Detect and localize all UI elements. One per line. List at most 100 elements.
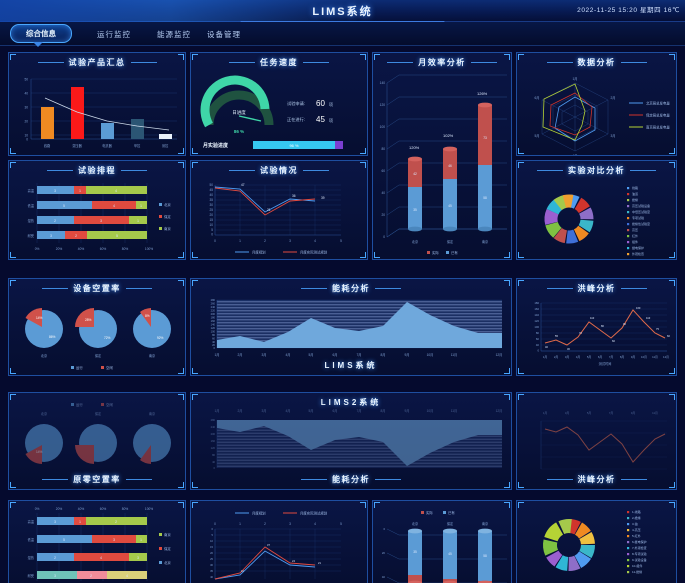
- svg-text:160: 160: [636, 306, 641, 310]
- svg-text:低温: 低温: [28, 203, 35, 208]
- nav-item-device[interactable]: 设备管理: [207, 30, 241, 39]
- svg-text:3: 3: [54, 574, 56, 578]
- panel-title: LIMS2系统: [320, 398, 382, 407]
- panel-title-text: 原零空置率: [73, 475, 121, 484]
- panel-bottom-cylinder: 实际 已有 北京 保定 南京 0 20 40 35: [372, 500, 512, 583]
- svg-text:南京: 南京: [164, 226, 171, 231]
- svg-text:8月: 8月: [381, 409, 386, 413]
- svg-text:3: 3: [289, 522, 291, 526]
- panel-energy: 能耗分析 280 260 240 220 200 180 160 140 120 100 80…: [190, 278, 512, 376]
- svg-text:11月: 11月: [652, 411, 658, 415]
- svg-text:40: 40: [545, 345, 548, 349]
- svg-text:35: 35: [210, 569, 213, 573]
- panel-title-text: 任务速度: [260, 58, 298, 67]
- svg-text:7月: 7月: [609, 411, 614, 415]
- svg-text:30: 30: [209, 203, 213, 207]
- svg-text:9-试验设备: 9-试验设备: [632, 557, 647, 562]
- svg-text:45: 45: [448, 552, 452, 556]
- svg-text:继电保护: 继电保护: [632, 245, 644, 250]
- svg-text:北京: 北京: [412, 239, 418, 244]
- svg-text:1: 1: [239, 239, 241, 243]
- svg-text:4月: 4月: [576, 355, 581, 359]
- svg-text:5月: 5月: [587, 355, 592, 359]
- svg-text:10: 10: [24, 134, 28, 138]
- svg-text:0: 0: [537, 349, 539, 353]
- svg-text:北京: 北京: [164, 560, 171, 565]
- svg-text:40: 40: [212, 460, 215, 464]
- svg-text:4: 4: [126, 574, 128, 578]
- svg-text:0: 0: [211, 233, 213, 237]
- svg-text:1月: 1月: [573, 77, 578, 81]
- svg-text:10月: 10月: [427, 353, 434, 357]
- svg-text:5: 5: [340, 522, 342, 526]
- svg-text:35: 35: [413, 550, 417, 554]
- svg-text:20: 20: [209, 213, 213, 217]
- svg-text:保定: 保定: [164, 546, 171, 551]
- panel-experiment-compare: 实验对比分析 线路 油道 绝缘 高压试验设备: [516, 160, 677, 260]
- chart-experiment-compare: 线路 油道 绝缘 高压试验设备 中低压试验室 专项试验 绝缘性试验室 高压 红外…: [517, 177, 676, 257]
- svg-text:4: 4: [314, 239, 316, 243]
- svg-text:102%: 102%: [443, 133, 454, 138]
- panel-subtitle-text: 能耗分析: [332, 475, 370, 484]
- chart-task-speed: 日进度 86 % 试验申请: 60 项 正在进行: 45 项 月实验进度 96 …: [191, 69, 367, 153]
- svg-text:24: 24: [292, 559, 295, 563]
- nav-item-energy[interactable]: 能源监控: [157, 30, 191, 39]
- svg-text:南京: 南京: [482, 521, 488, 526]
- svg-text:12月: 12月: [496, 353, 503, 357]
- svg-text:10: 10: [209, 223, 213, 227]
- svg-text:2: 2: [54, 219, 56, 223]
- svg-text:中低压试验室: 中低压试验室: [632, 209, 650, 214]
- svg-text:专项试验: 专项试验: [632, 215, 644, 220]
- svg-text:3: 3: [289, 239, 291, 243]
- svg-text:9月: 9月: [631, 355, 636, 359]
- svg-text:4-高压: 4-高压: [632, 527, 641, 532]
- svg-text:北京: 北京: [412, 521, 418, 526]
- svg-text:绝缘: 绝缘: [632, 197, 638, 202]
- panel-energy-2: LIMS2系统 280 240 200 160 120 80 40 0 1月 2月 3月 4月…: [190, 392, 512, 490]
- svg-text:1-线路: 1-线路: [632, 509, 641, 514]
- svg-text:120: 120: [211, 326, 216, 330]
- svg-text:项: 项: [329, 101, 333, 107]
- svg-text:实际: 实际: [432, 250, 439, 255]
- svg-text:140: 140: [211, 323, 216, 327]
- svg-text:45: 45: [316, 115, 325, 124]
- panel-device-idle: 设备空置率 14% 86% 北京 28% 72% 保定 8% 92%: [8, 278, 186, 376]
- svg-text:30: 30: [567, 347, 570, 351]
- svg-text:92%: 92%: [157, 336, 164, 340]
- svg-text:1: 1: [140, 538, 142, 542]
- svg-text:7-外观检查: 7-外观检查: [632, 545, 647, 550]
- svg-text:1月: 1月: [543, 411, 548, 415]
- chart-month-efficiency: 0 20 40 60 80 100 120 140 35 42 120% 45: [373, 69, 511, 257]
- svg-text:5: 5: [63, 538, 65, 542]
- svg-text:5月: 5月: [535, 134, 540, 138]
- nav-item-active[interactable]: 综合信息: [10, 24, 72, 47]
- svg-text:120: 120: [211, 446, 216, 450]
- svg-text:1: 1: [239, 522, 241, 526]
- svg-text:45: 45: [209, 188, 213, 192]
- panel-title-text: 试验产品汇总: [68, 58, 126, 67]
- panel-peak: 洪峰分析 180 160 140 120 100 80 60 40 0 40 55 30 70 1…: [516, 278, 677, 376]
- svg-text:0: 0: [214, 346, 216, 350]
- panel-title: 试验排程: [9, 165, 185, 176]
- svg-text:9月: 9月: [405, 353, 410, 357]
- svg-text:15: 15: [209, 218, 213, 222]
- main-nav: 综合信息 运行监控 能源监控 设备管理: [0, 22, 685, 47]
- svg-text:46: 46: [448, 164, 452, 168]
- panel-month-efficiency: 月效率分析 0 20 40 60 80 100 120 140 35: [372, 52, 512, 260]
- panel-title: 能耗分析: [191, 283, 511, 294]
- svg-text:保定: 保定: [447, 521, 454, 526]
- svg-text:保定局总发电量: 保定局总发电量: [646, 113, 670, 118]
- svg-text:60: 60: [212, 337, 215, 341]
- svg-text:50: 50: [209, 183, 213, 187]
- panel-bottom-line: 月度规划 月度实际测试规划 0 1 2 3 4 5 0 5 10 15 20 25 30 35 40: [190, 500, 368, 583]
- svg-text:2: 2: [264, 522, 266, 526]
- svg-text:7月: 7月: [357, 409, 362, 413]
- svg-text:55: 55: [555, 334, 558, 338]
- svg-text:月度规划: 月度规划: [252, 511, 266, 516]
- svg-text:空闲: 空闲: [106, 402, 113, 407]
- svg-text:40: 40: [210, 575, 213, 579]
- nav-item-operation[interactable]: 运行监控: [97, 30, 131, 39]
- svg-text:80: 80: [601, 324, 604, 328]
- svg-text:正在进行:: 正在进行:: [287, 116, 305, 123]
- chart-test-schedule: 3 1 4 5 4 1 2 3 1 3 2 5 高温 低温 湿热 耐受 0% 20% 40% 60% 80%…: [9, 177, 185, 257]
